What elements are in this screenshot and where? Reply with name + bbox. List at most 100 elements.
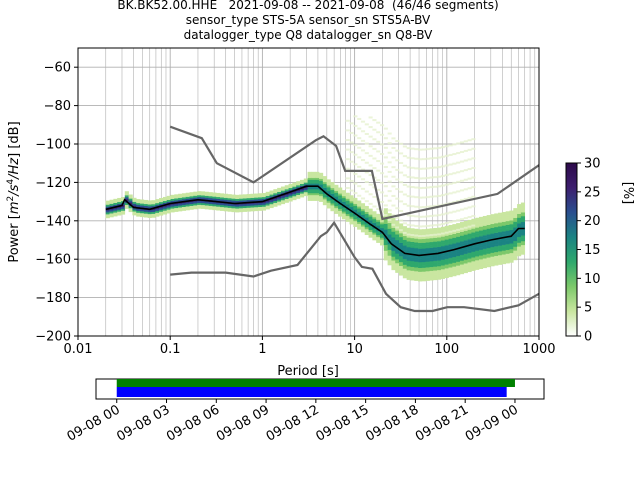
heatmap-cell xyxy=(433,264,438,267)
heatmap-cell xyxy=(368,218,373,221)
heatmap-cell xyxy=(463,169,468,172)
heatmap-cell xyxy=(517,211,522,214)
heatmap-cell xyxy=(475,238,480,242)
heatmap-cell xyxy=(406,166,411,169)
heatmap-cell xyxy=(486,216,491,220)
heatmap-cell xyxy=(498,243,503,246)
heatmap-cell xyxy=(345,148,350,151)
heatmap-cell xyxy=(517,254,522,257)
heatmap-cell xyxy=(204,203,209,206)
heatmap-cell xyxy=(307,187,312,190)
heatmap-cell xyxy=(463,270,468,274)
heatmap-cell xyxy=(471,259,476,262)
heatmap-cell xyxy=(345,200,350,203)
heatmap-cell xyxy=(467,267,472,271)
heatmap-cell xyxy=(410,266,415,269)
heatmap-cell xyxy=(414,234,419,237)
heatmap-cell xyxy=(113,214,118,217)
heatmap-cell xyxy=(418,248,423,251)
heatmap-cell xyxy=(501,215,506,219)
heatmap-cell xyxy=(399,265,404,268)
heatmap-cell xyxy=(376,121,381,124)
heatmap-cell xyxy=(128,194,133,197)
heatmap-cell xyxy=(421,206,426,209)
heatmap-cell xyxy=(513,211,518,215)
heatmap-cell xyxy=(349,214,354,217)
heatmap-cell xyxy=(418,229,423,232)
heatmap-cell xyxy=(475,246,480,249)
heatmap-cell xyxy=(204,195,209,198)
heatmap-cell xyxy=(319,176,324,179)
heatmap-cell xyxy=(322,197,327,200)
heatmap-cell xyxy=(395,251,400,254)
heatmap-cell xyxy=(459,252,465,255)
heatmap-cell xyxy=(311,179,316,182)
heatmap-cell xyxy=(421,158,426,161)
heatmap-cell xyxy=(288,183,293,187)
heatmap-cell xyxy=(479,247,484,250)
heatmap-cell xyxy=(418,275,423,278)
heatmap-cell xyxy=(418,261,423,265)
heatmap-cell xyxy=(357,156,362,159)
heatmap-cell xyxy=(433,277,438,281)
heatmap-cell xyxy=(517,219,522,222)
heatmap-cell xyxy=(452,191,457,194)
heatmap-cell xyxy=(227,203,232,206)
heatmap-cell xyxy=(303,190,308,193)
heatmap-cell xyxy=(132,205,137,208)
heatmap-cell xyxy=(303,178,308,181)
heatmap-cell xyxy=(402,237,407,240)
heatmap-cell xyxy=(471,261,476,264)
heatmap-cell xyxy=(410,234,415,237)
heatmap-cell xyxy=(402,229,407,233)
heatmap-cell xyxy=(444,256,449,259)
heatmap-cell xyxy=(372,211,377,214)
heatmap-cell xyxy=(402,203,407,206)
heatmap-cell xyxy=(410,235,415,239)
heatmap-cell xyxy=(402,249,407,252)
heatmap-cell xyxy=(467,264,472,267)
heatmap-cell xyxy=(387,151,392,154)
heatmap-cell xyxy=(410,224,415,227)
heatmap-cell xyxy=(410,251,415,254)
heatmap-cell xyxy=(265,195,270,198)
heatmap-cell xyxy=(345,167,350,170)
heatmap-cell xyxy=(440,222,446,225)
heatmap-cell xyxy=(486,264,491,268)
heatmap-cell xyxy=(383,221,388,224)
heatmap-cell xyxy=(174,203,179,207)
heatmap-cell xyxy=(330,207,335,210)
heatmap-cell xyxy=(402,193,407,196)
heatmap-cell xyxy=(440,261,446,264)
heatmap-cell xyxy=(410,195,415,198)
heatmap-cell xyxy=(326,188,331,192)
heatmap-cell xyxy=(437,258,442,261)
heatmap-cell xyxy=(513,208,518,211)
heatmap-cell xyxy=(204,197,209,200)
heatmap-cell xyxy=(330,191,335,194)
heatmap-cell xyxy=(456,259,461,262)
heatmap-cell xyxy=(147,204,152,207)
heatmap-cell xyxy=(452,262,457,265)
heatmap-cell xyxy=(223,209,228,212)
heatmap-cell xyxy=(162,212,167,215)
heatmap-cell xyxy=(300,181,305,185)
heatmap-cell xyxy=(425,238,430,241)
heatmap-cell xyxy=(410,228,415,231)
heatmap-cell xyxy=(440,276,446,279)
heatmap-cell xyxy=(475,231,480,234)
heatmap-cell xyxy=(402,222,407,225)
heatmap-cell xyxy=(406,235,411,238)
heatmap-cell xyxy=(456,249,461,253)
heatmap-cell xyxy=(326,202,331,205)
heatmap-cell xyxy=(467,139,472,142)
heatmap-cell xyxy=(345,219,350,222)
heatmap-cell xyxy=(387,132,392,135)
heatmap-cell xyxy=(265,197,270,200)
heatmap-cell xyxy=(456,255,461,258)
heatmap-cell xyxy=(509,216,514,219)
heatmap-cell xyxy=(341,197,347,201)
heatmap-cell xyxy=(117,199,122,203)
heatmap-cell xyxy=(288,193,293,196)
